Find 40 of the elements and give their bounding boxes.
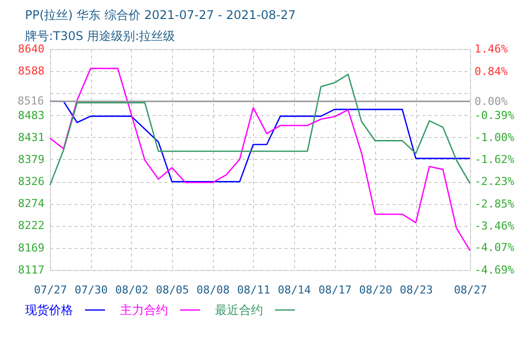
x-tick-label: 08/17 bbox=[318, 284, 352, 296]
x-tick-label: 08/23 bbox=[400, 284, 433, 296]
y2-tick-label: -4.69% bbox=[474, 264, 515, 276]
chart-subtitle: 牌号:T30S 用途级别:拉丝级 bbox=[25, 29, 176, 43]
legend-label: 现货价格 bbox=[25, 303, 73, 317]
x-tick-label: 07/30 bbox=[74, 284, 108, 296]
chart-title: PP(拉丝) 华东 综合价 2021-07-27 - 2021-08-27 bbox=[25, 8, 296, 22]
x-tick-label: 07/27 bbox=[34, 284, 68, 296]
y2-tick-label: -0.39% bbox=[474, 108, 515, 122]
y2-tick-label: 0.84% bbox=[474, 64, 508, 78]
x-tick-label: 08/14 bbox=[278, 284, 312, 296]
x-tick-label: 08/27 bbox=[454, 284, 488, 296]
y-tick-label: 8222 bbox=[18, 219, 44, 232]
y2-tick-label: -1.62% bbox=[474, 153, 515, 166]
y2-tick-label: -3.46% bbox=[474, 219, 515, 232]
y-tick-label: 8379 bbox=[18, 152, 44, 166]
y2-tick-label: -2.23% bbox=[474, 175, 515, 188]
y-tick-label: 8169 bbox=[18, 242, 44, 255]
y-tick-label: 8274 bbox=[18, 197, 45, 210]
y2-tick-label: -2.85% bbox=[474, 197, 515, 210]
y2-tick-label: 0.00% bbox=[474, 94, 508, 108]
y2-tick-label: 1.46% bbox=[474, 42, 508, 56]
y-tick-label: 8431 bbox=[18, 130, 44, 144]
y-tick-label: 8483 bbox=[18, 108, 44, 122]
y-tick-label: 8640 bbox=[18, 42, 44, 56]
ref-line-label: 8516 bbox=[18, 94, 44, 108]
y2-tick-label: -1.00% bbox=[474, 130, 515, 144]
x-tick-label: 08/02 bbox=[115, 284, 148, 296]
legend-label: 主力合约 bbox=[120, 303, 168, 317]
y-tick-label: 8117 bbox=[18, 264, 44, 276]
y-tick-label: 8326 bbox=[18, 175, 44, 188]
y-tick-label: 8588 bbox=[18, 64, 44, 78]
line-series bbox=[49, 68, 471, 252]
x-tick-label: 08/05 bbox=[156, 284, 189, 296]
line-series bbox=[49, 74, 471, 186]
x-tick-label: 08/08 bbox=[196, 284, 230, 296]
x-tick-label: 08/11 bbox=[237, 284, 270, 296]
y2-tick-label: -4.07% bbox=[474, 241, 515, 254]
legend-label: 最近合约 bbox=[215, 303, 263, 317]
x-tick-label: 08/20 bbox=[359, 284, 392, 296]
